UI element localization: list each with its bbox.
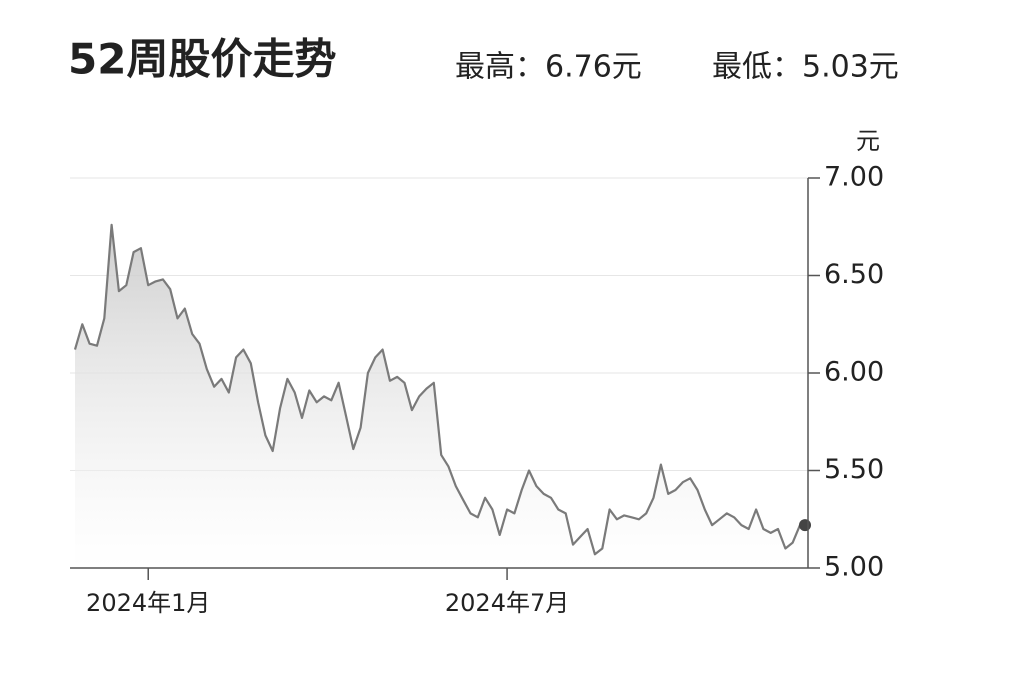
chart-title: 52周股价走势 [68, 35, 336, 84]
y-tick-label: 5.00 [824, 552, 884, 583]
x-tick-label: 2024年1月 [86, 589, 210, 617]
low-annotation: 最低：5.03元 [712, 50, 899, 85]
y-axis-label: 元 [856, 127, 880, 155]
high-annotation: 最高：6.76元 [455, 50, 642, 85]
y-tick-label: 6.50 [824, 259, 884, 290]
last-price-dot [799, 519, 811, 532]
y-tick-label: 6.00 [824, 357, 884, 388]
x-tick-label: 2024年7月 [445, 589, 569, 617]
area [75, 224, 800, 569]
price-line [73, 223, 802, 556]
y-tick-label: 7.00 [824, 162, 884, 193]
y-tick-label: 5.50 [824, 454, 884, 485]
